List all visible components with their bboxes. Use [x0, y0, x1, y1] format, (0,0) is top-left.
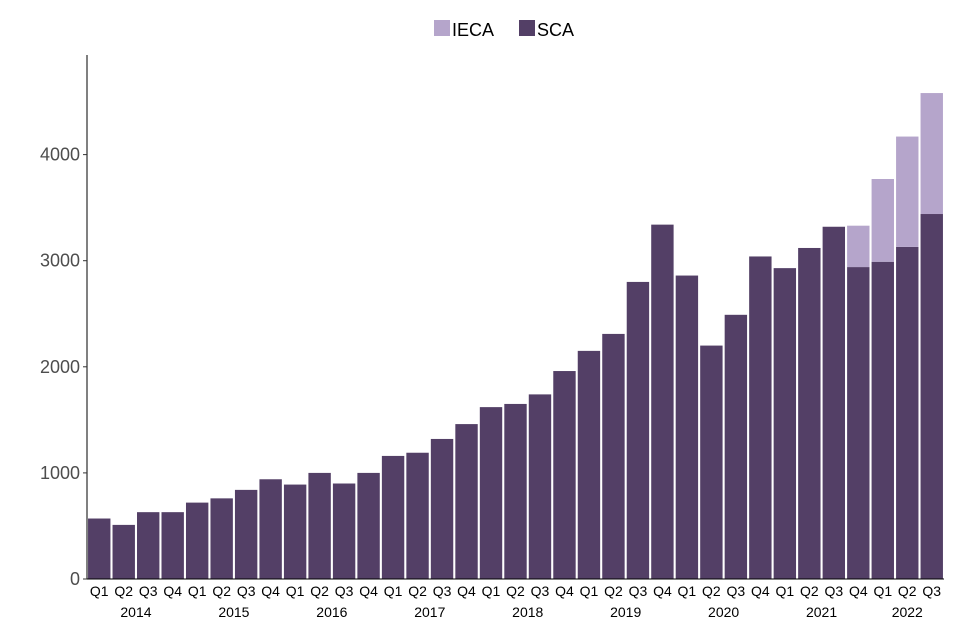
bar-sca: [479, 407, 503, 579]
bar-sca: [626, 281, 650, 579]
x-tick-label-quarter: Q2: [114, 583, 133, 599]
bar-sca: [455, 424, 478, 579]
x-tick-label-quarter: Q4: [653, 583, 672, 599]
x-tick-label-quarter: Q3: [139, 583, 158, 599]
x-tick-label-quarter: Q4: [261, 583, 280, 599]
bar-sca: [528, 394, 552, 579]
x-tick-label-quarter: Q3: [433, 583, 452, 599]
bar-sca: [357, 472, 380, 579]
bar-sca: [847, 267, 870, 579]
x-tick-label-quarter: Q1: [286, 583, 305, 599]
x-tick-label-quarter: Q2: [604, 583, 623, 599]
x-tick-label-year: 2020: [708, 604, 739, 620]
y-tick-label: 4000: [40, 145, 80, 165]
x-tick-label-quarter: Q1: [384, 583, 403, 599]
bar-sca: [724, 314, 748, 579]
x-tick-label-year: 2018: [512, 604, 543, 620]
legend-swatch-ieca: [434, 20, 450, 36]
bar-sca: [112, 524, 135, 579]
bar-ieca: [847, 225, 870, 268]
bar-sca: [871, 261, 894, 579]
x-tick-label-quarter: Q3: [727, 583, 746, 599]
x-tick-label-quarter: Q3: [922, 583, 941, 599]
x-tick-label-quarter: Q4: [751, 583, 770, 599]
x-tick-label-quarter: Q4: [555, 583, 574, 599]
bar-sca: [137, 512, 160, 579]
x-tick-label-quarter: Q3: [335, 583, 354, 599]
x-tick-label-quarter: Q2: [898, 583, 917, 599]
bar-ieca: [920, 93, 943, 215]
x-tick-label-quarter: Q2: [310, 583, 329, 599]
x-tick-label-quarter: Q4: [163, 583, 182, 599]
bar-sca: [651, 224, 674, 579]
y-tick-label: 0: [70, 569, 80, 589]
bar-sca: [577, 350, 601, 579]
legend-label-sca: SCA: [537, 20, 574, 40]
x-tick-label-year: 2019: [610, 604, 641, 620]
bar-sca: [283, 484, 307, 579]
x-tick-label-quarter: Q1: [482, 583, 501, 599]
x-tick-label-year: 2021: [806, 604, 837, 620]
x-tick-label-quarter: Q3: [531, 583, 550, 599]
bar-sca: [308, 472, 331, 579]
x-tick-label-quarter: Q2: [702, 583, 721, 599]
x-tick-label-quarter: Q1: [188, 583, 207, 599]
bar-sca: [675, 275, 699, 579]
bar-sca: [234, 489, 258, 579]
x-tick-label-quarter: Q1: [678, 583, 697, 599]
bar-sca: [161, 512, 184, 579]
x-tick-label-quarter: Q2: [800, 583, 819, 599]
x-tick-label-quarter: Q3: [629, 583, 648, 599]
x-tick-label-quarter: Q2: [506, 583, 525, 599]
legend-swatch-sca: [519, 20, 535, 36]
x-tick-label-year: 2016: [316, 604, 347, 620]
x-tick-label-quarter: Q4: [457, 583, 476, 599]
x-tick-label-quarter: Q1: [873, 583, 892, 599]
y-tick-label: 3000: [40, 251, 80, 271]
bar-sca: [210, 498, 233, 579]
legend-label-ieca: IECA: [452, 20, 494, 40]
y-tick-label: 1000: [40, 463, 80, 483]
bars: [88, 93, 943, 579]
x-tick-label-year: 2017: [414, 604, 445, 620]
bar-sca: [406, 452, 429, 579]
legend: IECA SCA: [434, 20, 574, 40]
bar-sca: [749, 256, 772, 579]
bar-ieca: [896, 136, 919, 247]
x-tick-label-quarter: Q1: [580, 583, 599, 599]
bar-ieca: [871, 179, 894, 262]
bar-sca: [798, 247, 821, 579]
bar-sca: [822, 226, 846, 579]
x-axis: Q1 Q2 Q3 Q4 Q1 Q2 Q3 Q4 Q1 Q2 Q3 Q4 Q1 Q2 Q3 Q4 Q1 Q2 Q3 Q4…: [87, 578, 944, 620]
bar-sca: [896, 246, 919, 579]
bar-sca: [332, 483, 356, 579]
x-tick-label-year: 2022: [892, 604, 923, 620]
bar-sca: [259, 479, 282, 579]
y-axis: 0 1000 2000 3000 4000: [40, 55, 88, 589]
bar-sca: [773, 268, 797, 579]
bar-sca: [553, 371, 576, 579]
x-tick-label-quarter: Q4: [359, 583, 378, 599]
bar-sca: [185, 502, 209, 579]
x-tick-label-quarter: Q3: [237, 583, 256, 599]
bar-sca: [602, 333, 625, 579]
x-tick-label-quarter: Q4: [849, 583, 868, 599]
x-tick-label-quarter: Q3: [824, 583, 843, 599]
bar-sca: [88, 518, 111, 579]
x-tick-label-quarter: Q1: [90, 583, 109, 599]
x-tick-label-quarter: Q2: [212, 583, 231, 599]
bar-sca: [920, 214, 943, 579]
bar-sca: [430, 438, 454, 579]
x-tick-label-quarter: Q2: [408, 583, 427, 599]
bar-sca: [381, 455, 405, 579]
x-tick-label-year: 2014: [120, 604, 151, 620]
y-tick-label: 2000: [40, 357, 80, 377]
x-tick-label-year: 2015: [218, 604, 249, 620]
bar-sca: [700, 345, 723, 579]
bar-sca: [504, 403, 527, 579]
x-tick-label-quarter: Q1: [775, 583, 794, 599]
